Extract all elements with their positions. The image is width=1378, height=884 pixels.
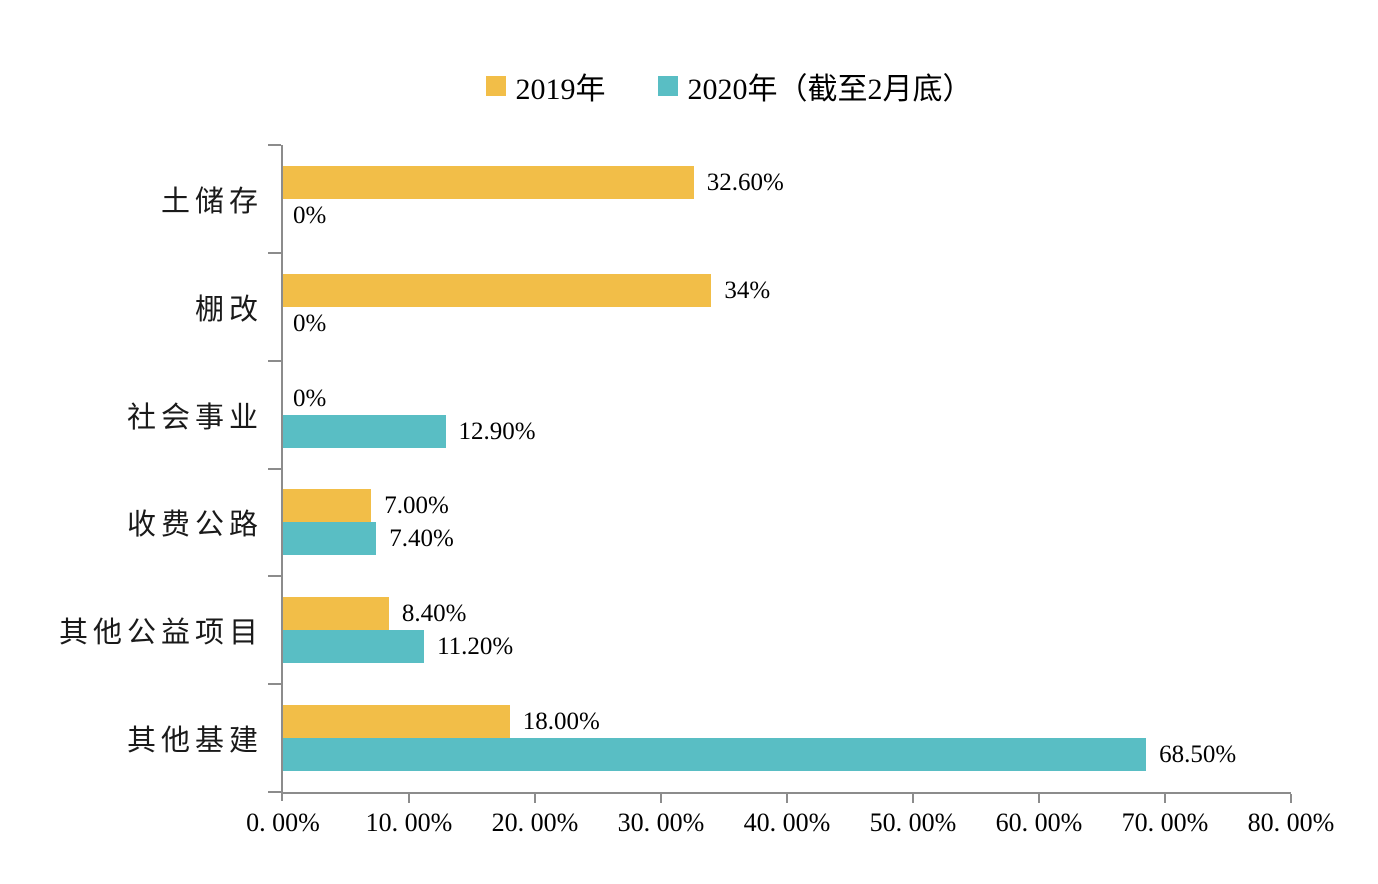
- category-row: 其他公益项目 8.40% 11.20%: [59, 576, 1291, 684]
- bar-series-0: [283, 165, 694, 199]
- x-axis-tick: [786, 794, 788, 803]
- bar-value-label: 32.60%: [706, 168, 784, 196]
- category-label: 收费公路: [126, 509, 263, 542]
- y-axis-tick: [268, 144, 281, 146]
- bar-value-label: 12.90%: [458, 417, 536, 445]
- legend-swatch-2019-icon: [485, 76, 506, 96]
- bar-series-0: [283, 273, 712, 307]
- category-label: 其他基建: [126, 725, 263, 758]
- bar-series-0: [283, 597, 389, 631]
- x-axis-tick: [1290, 794, 1292, 803]
- category-row: 土储存 32.60% 0%: [161, 145, 1291, 253]
- category-label: 土储存: [160, 185, 263, 218]
- legend-label-2020: 2020年（截至2月底）: [687, 73, 973, 106]
- bar-value-label: 8.40%: [401, 600, 467, 628]
- x-axis-tick-label: 20. 00%: [491, 808, 579, 837]
- bar-value-label: 68.50%: [1159, 741, 1237, 769]
- legend-item-2019: 2019年: [485, 64, 606, 108]
- x-axis-tick-label: 50. 00%: [869, 808, 957, 837]
- legend-item-2020: 2020年（截至2月底）: [657, 64, 973, 108]
- bar-series-1: [283, 414, 446, 448]
- y-axis-tick: [268, 251, 281, 254]
- bar-value-label: 34%: [724, 276, 771, 304]
- category-label: 棚改: [194, 293, 263, 326]
- bar-series-1: [283, 738, 1147, 772]
- x-axis-tick: [660, 794, 662, 803]
- y-axis-stub: [281, 792, 283, 801]
- bar-value-label: 0%: [293, 201, 327, 229]
- category-row: 棚改 34% 0%: [195, 253, 1291, 361]
- x-axis-tick-label: 70. 00%: [1121, 808, 1209, 837]
- x-axis-tick: [912, 794, 914, 803]
- category-label: 其他公益项目: [58, 617, 263, 650]
- legend-label-2019: 2019年: [515, 73, 606, 106]
- bar-value-label: 7.00%: [384, 492, 449, 520]
- category-label: 社会事业: [126, 401, 263, 434]
- legend: 2019年 2020年（截至2月底）: [40, 64, 1378, 108]
- x-axis-tick: [534, 794, 536, 803]
- x-axis-tick-label: 30. 00%: [617, 808, 705, 837]
- x-axis-tick: [408, 794, 410, 803]
- bar-value-label: 0%: [293, 384, 327, 412]
- category-row: 社会事业 0% 12.90%: [127, 361, 1291, 469]
- bar-series-0: [283, 705, 510, 739]
- x-axis-tick-label: 40. 00%: [743, 808, 831, 837]
- legend-swatch-2020-icon: [657, 76, 678, 96]
- category-row: 收费公路 7.00% 7.40%: [127, 469, 1291, 577]
- y-axis-tick: [268, 791, 281, 793]
- x-axis-tick-label: 80. 00%: [1247, 808, 1335, 837]
- x-axis-tick: [1038, 794, 1040, 803]
- y-axis-tick: [268, 683, 281, 686]
- bar-value-label: 11.20%: [437, 633, 514, 661]
- bar-value-label: 18.00%: [522, 708, 600, 736]
- bar-series-1: [283, 522, 377, 556]
- bar-series-0: [283, 489, 372, 523]
- bar-value-label: 0%: [293, 309, 327, 337]
- bar-value-label: 7.40%: [389, 525, 454, 553]
- y-axis-tick: [268, 575, 281, 578]
- bar-series-1: [283, 630, 425, 664]
- x-axis-tick: [1164, 794, 1166, 803]
- x-axis-tick-label: 10. 00%: [365, 808, 453, 837]
- y-axis-tick: [268, 467, 281, 470]
- category-row: 其他基建 18.00% 68.50%: [127, 684, 1291, 792]
- y-axis-tick: [268, 359, 281, 362]
- x-axis-tick-label: 60. 00%: [995, 808, 1083, 837]
- x-axis-tick-label: 0. 00%: [246, 808, 320, 837]
- plot-area: 土储存 32.60% 0% 棚改 34% 0% 社会事业 0% 12.90% 收费公路 7.00% 7…: [59, 144, 1334, 837]
